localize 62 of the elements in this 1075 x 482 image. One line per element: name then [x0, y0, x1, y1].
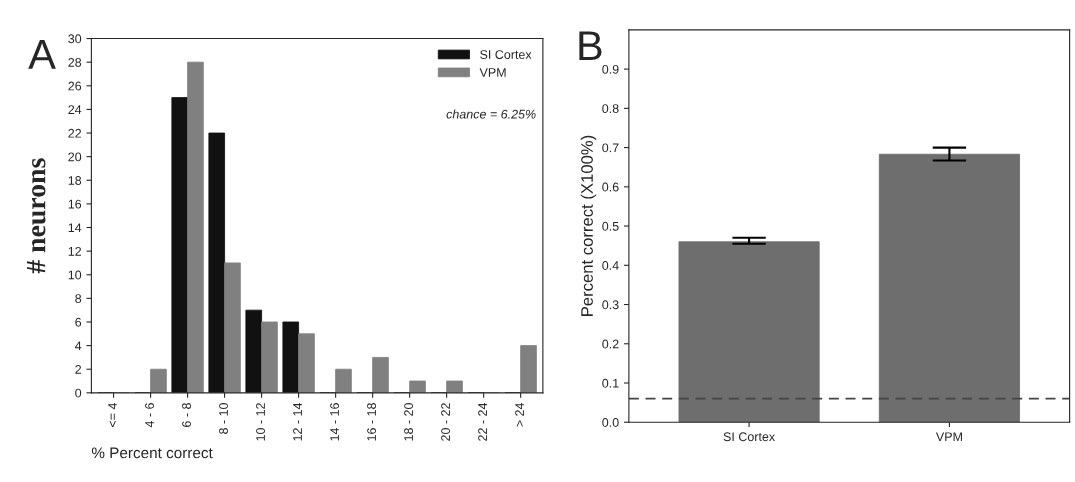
y-tick-label: 14: [68, 223, 82, 233]
y-tick-label: 0.3: [602, 300, 619, 310]
y-tick-label: 0.2: [602, 339, 619, 349]
bar: [335, 368, 352, 393]
bar: [261, 321, 278, 393]
y-tick-label: 0.9: [602, 64, 619, 74]
y-tick-label: 18: [68, 176, 82, 185]
y-tick-label: 0: [75, 388, 82, 398]
y-tick-label: 16: [68, 199, 82, 209]
bar: [171, 97, 189, 393]
y-tick-label: 0.7: [602, 143, 619, 153]
y-tick-label: 10: [68, 270, 82, 280]
y-tick-label: 26: [68, 81, 82, 91]
y-tick-label: 28: [68, 57, 82, 67]
x-tick-label: 14 - 16: [330, 403, 339, 441]
bar: [187, 61, 204, 393]
bar: [282, 321, 300, 393]
bar: [446, 380, 463, 393]
bar: [372, 356, 389, 393]
y-tick-label: 20: [68, 152, 82, 162]
y-tick-label: 30: [68, 34, 82, 44]
x-tick-label: 4 - 6: [145, 403, 154, 428]
y-tick-label: 6: [75, 317, 82, 327]
bar: [409, 380, 426, 393]
y-tick-label: 0.6: [602, 182, 619, 192]
x-tick-label: 12 - 14: [293, 402, 302, 441]
x-tick-label: 10 - 12: [256, 403, 265, 441]
bar: [150, 368, 167, 393]
y-axis-title: Percent correct (X100%): [580, 135, 597, 316]
legend-label: VPM: [479, 68, 506, 77]
y-tick-label: 24: [68, 105, 82, 114]
text: B: [579, 31, 602, 61]
y-tick-label: 0.5: [602, 221, 619, 231]
legend-label: SI Cortex: [480, 50, 532, 59]
annotation: chance = 6.25%: [446, 109, 536, 119]
x-tick-label: VPM: [935, 432, 962, 442]
x-tick-label: 22 - 24: [478, 402, 487, 441]
bar: [245, 309, 263, 393]
x-tick-label: > 24: [515, 402, 524, 427]
y-tick-label: 12: [68, 246, 82, 256]
x-tick-label: 16 - 18: [367, 403, 376, 441]
y-tick-label: 4: [74, 341, 82, 351]
y-tick-label: 0.8: [602, 104, 619, 114]
x-tick-label: 8 - 10: [219, 403, 228, 434]
y-tick-label: 8: [75, 294, 82, 304]
x-axis-title: % Percent correct: [91, 447, 213, 459]
y-tick-label: 2: [75, 365, 82, 374]
text: A: [28, 40, 56, 69]
bar: [520, 345, 537, 393]
x-tick-label: SI Cortex: [723, 432, 775, 442]
x-tick-label: 6 - 8: [182, 403, 191, 427]
y-tick-label: 0.1: [602, 378, 619, 388]
bar: [298, 333, 315, 393]
y-axis-title: # neurons: [26, 158, 46, 274]
bar: [208, 132, 226, 393]
x-tick-label: <= 4: [108, 402, 117, 427]
y-tick-label: 0.0: [602, 418, 619, 427]
x-tick-label: 20 - 22: [441, 403, 451, 441]
x-tick-label: 18 - 20: [404, 403, 413, 441]
y-tick-label: 0.4: [602, 261, 619, 270]
y-tick-label: 22: [68, 128, 82, 138]
bar: [224, 262, 241, 393]
